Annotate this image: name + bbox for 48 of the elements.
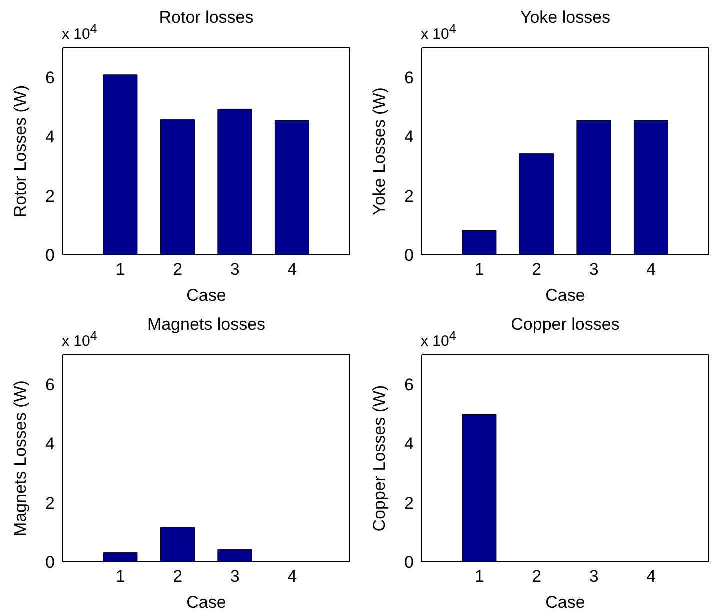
y-tick-label: 0	[46, 246, 55, 266]
x-axis-title: Case	[546, 286, 586, 305]
x-tick-label: 1	[474, 260, 484, 280]
text: x 10$^{4}$	[62, 21, 98, 44]
y-axis-title: Rotor Losses (W)	[11, 85, 30, 218]
x-tick-label: 4	[646, 567, 656, 586]
y-tick-label: 4	[46, 434, 55, 454]
y-tick-label: 0	[46, 553, 55, 572]
text: x 10$^{4}$	[62, 328, 98, 351]
text: x 10$^{4}$	[421, 328, 456, 351]
y-tick-label: 6	[404, 376, 414, 395]
x-axis-title: Case	[186, 593, 226, 612]
x-tick-label: 1	[474, 567, 484, 586]
chart-title: Copper losses	[511, 315, 620, 334]
chart-title: Rotor losses	[159, 8, 254, 27]
x-tick-label: 2	[173, 260, 183, 280]
y-tick-label: 6	[46, 376, 55, 395]
x-tick-label: 3	[230, 260, 240, 280]
x-tick-label: 3	[589, 260, 599, 280]
x-tick-label: 2	[532, 567, 542, 586]
chart-title: Magnets losses	[147, 315, 266, 334]
y-tick-label: 4	[404, 128, 414, 147]
y-tick-label: 0	[404, 246, 414, 266]
y-tick-label: 4	[404, 434, 414, 454]
x-tick-label: 1	[116, 260, 126, 280]
x-tick-label: 4	[646, 260, 656, 280]
y-axis-title: Magnets Losses (W)	[11, 380, 30, 536]
y-tick-label: 2	[46, 186, 55, 206]
x-axis-title: Case	[546, 593, 586, 612]
y-tick-label: 2	[404, 494, 414, 513]
text: x 10$^{4}$	[421, 21, 456, 44]
y-tick-label: 0	[404, 553, 414, 572]
y-tick-label: 6	[404, 68, 414, 88]
y-tick-label: 4	[46, 128, 55, 147]
x-tick-label: 2	[532, 260, 542, 280]
y-tick-label: 2	[404, 186, 414, 206]
x-tick-label: 4	[288, 567, 298, 586]
x-tick-label: 2	[173, 567, 183, 586]
y-tick-label: 6	[46, 68, 55, 88]
y-axis-title: Yoke Losses (W)	[370, 88, 390, 216]
chart-title: Yoke losses	[520, 8, 611, 27]
y-tick-label: 2	[46, 494, 55, 513]
x-tick-label: 4	[288, 260, 298, 280]
y-axis-title: Copper Losses (W)	[370, 385, 390, 532]
x-tick-label: 3	[230, 567, 240, 586]
x-tick-label: 3	[589, 567, 599, 586]
x-axis-title: Case	[186, 286, 226, 305]
x-tick-label: 1	[116, 567, 126, 586]
